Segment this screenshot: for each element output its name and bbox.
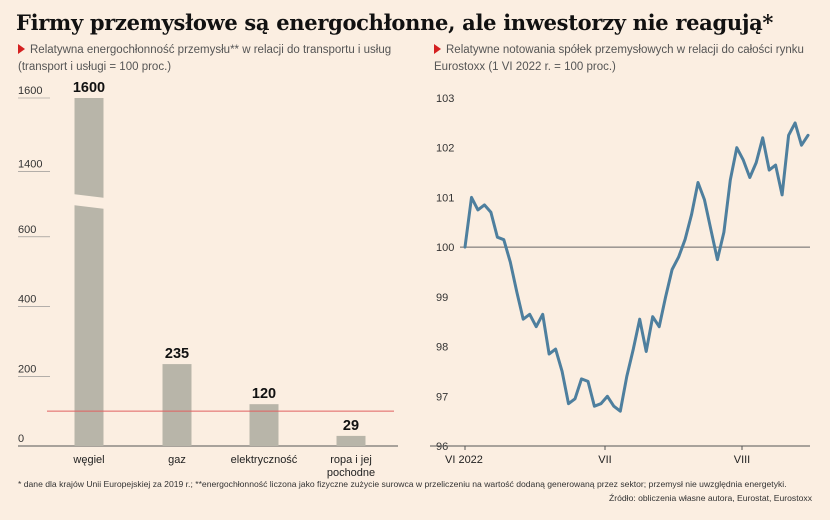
x-category-label: ropa i jej	[330, 454, 372, 466]
red-triangle-icon	[18, 44, 25, 54]
y-tick-label: 97	[436, 391, 448, 403]
bar-gaz	[162, 364, 192, 446]
y-tick-label: 98	[436, 342, 448, 354]
x-tick-label: VII	[598, 454, 611, 466]
y-tick-label: 96	[436, 441, 448, 453]
x-category-label: pochodne	[327, 467, 375, 479]
y-tick-label: 600	[18, 224, 36, 236]
y-tick-label: 101	[436, 192, 454, 204]
left-chart-subtitle: Relatywna energochłonność przemysłu** w …	[18, 42, 418, 76]
axis-break-mark	[72, 194, 106, 209]
right-chart-subtitle-text: Relatywne notowania spółek przemysłowych…	[434, 44, 804, 73]
y-tick-label: 99	[436, 292, 448, 304]
chart-title: Firmy przemysłowe są energochłonne, ale …	[16, 10, 774, 35]
y-tick-label: 102	[436, 143, 454, 155]
x-tick-label: VIII	[734, 454, 751, 466]
bar-value-label: 1600	[73, 80, 105, 96]
bar-węgiel	[74, 98, 104, 446]
y-tick-label: 103	[436, 93, 454, 105]
footnote: * dane dla krajów Unii Europejskiej za 2…	[18, 479, 787, 489]
y-tick-label: 100	[436, 242, 454, 254]
bar-elektryczność	[249, 404, 279, 446]
right-chart-subtitle: Relatywne notowania spółek przemysłowych…	[434, 42, 824, 76]
x-tick-label: VI 2022	[445, 454, 483, 466]
bar-value-label: 120	[252, 386, 276, 402]
y-tick-label: 1600	[18, 85, 42, 97]
y-tick-label: 0	[18, 433, 24, 445]
y-tick-label: 200	[18, 363, 36, 375]
bar-ropa i jej pochodne	[336, 435, 366, 446]
x-category-label: elektryczność	[231, 454, 298, 466]
x-category-label: gaz	[168, 454, 186, 466]
y-tick-label: 1400	[18, 158, 42, 170]
bar-value-label: 29	[343, 418, 359, 434]
red-triangle-icon	[434, 44, 441, 54]
bar-value-label: 235	[165, 346, 189, 362]
source-note: Źródło: obliczenia własne autora, Eurost…	[608, 493, 812, 503]
x-category-label: węgiel	[72, 454, 104, 466]
series-line	[463, 121, 810, 413]
y-tick-label: 400	[18, 294, 36, 306]
left-chart-subtitle-text: Relatywna energochłonność przemysłu** w …	[18, 44, 392, 73]
